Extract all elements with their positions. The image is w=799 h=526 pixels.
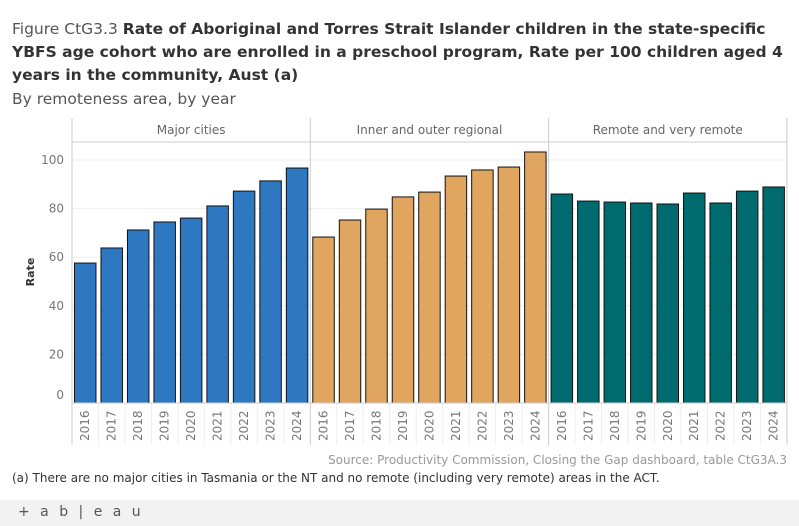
source-text: Source: Productivity Commission, Closing… bbox=[328, 453, 787, 467]
bar bbox=[232, 190, 256, 404]
panel-header: Inner and outer regional bbox=[357, 123, 503, 137]
footnote: (a) There are no major cities in Tasmani… bbox=[12, 471, 660, 485]
bar bbox=[603, 201, 627, 404]
tableau-footer: + a b | e a u bbox=[0, 500, 799, 526]
x-tick-label: 2023 bbox=[740, 410, 754, 441]
bar bbox=[259, 180, 282, 404]
bar bbox=[762, 186, 785, 404]
y-tick-label: 40 bbox=[49, 299, 64, 313]
y-tick-label: 100 bbox=[41, 153, 64, 167]
y-tick-label: 80 bbox=[49, 202, 64, 216]
bar bbox=[312, 236, 335, 404]
x-tick-label: 2021 bbox=[211, 410, 225, 441]
x-tick-label: 2023 bbox=[264, 410, 278, 441]
x-tick-label: 2017 bbox=[105, 410, 119, 441]
panel-header: Remote and very remote bbox=[593, 123, 743, 137]
x-tick-label: 2020 bbox=[422, 410, 436, 441]
x-tick-label: 2017 bbox=[581, 410, 595, 441]
x-tick-label: 2016 bbox=[317, 410, 331, 441]
panel-header: Major cities bbox=[157, 123, 226, 137]
bar bbox=[179, 217, 203, 404]
y-tick-label: 20 bbox=[49, 347, 64, 361]
bar bbox=[338, 219, 362, 404]
x-tick-label: 2024 bbox=[767, 410, 781, 441]
x-tick-label: 2017 bbox=[343, 410, 357, 441]
chart-title: Figure CtG3.3 Rate of Aboriginal and Tor… bbox=[12, 18, 792, 87]
bar bbox=[735, 190, 759, 404]
x-tick-label: 2016 bbox=[555, 410, 569, 441]
y-tick-label: 0 bbox=[56, 388, 64, 402]
x-tick-label: 2020 bbox=[661, 410, 675, 441]
x-tick-label: 2022 bbox=[714, 410, 728, 441]
bar bbox=[74, 262, 97, 404]
x-tick-label: 2019 bbox=[396, 410, 410, 441]
tableau-logo[interactable]: + a b | e a u bbox=[18, 504, 144, 520]
title-text: Rate of Aboriginal and Torres Strait Isl… bbox=[12, 20, 783, 84]
x-tick-label: 2018 bbox=[131, 410, 145, 441]
bar bbox=[126, 229, 150, 404]
bar bbox=[524, 151, 547, 404]
bar bbox=[682, 192, 706, 404]
bar bbox=[285, 167, 309, 404]
x-tick-label: 2021 bbox=[687, 410, 701, 441]
bar bbox=[656, 203, 679, 404]
x-tick-label: 2024 bbox=[290, 410, 304, 441]
bar bbox=[550, 193, 574, 404]
x-tick-label: 2016 bbox=[78, 410, 92, 441]
bar bbox=[471, 169, 494, 404]
bar bbox=[418, 191, 441, 404]
x-tick-label: 2019 bbox=[158, 410, 172, 441]
bar bbox=[100, 247, 123, 404]
bar-chart: 0 20 40 60 80 100 Rate Major cities 2016 2017 2018… bbox=[24, 118, 788, 445]
x-tick-label: 2023 bbox=[502, 410, 516, 441]
bar bbox=[577, 200, 600, 404]
x-tick-label: 2021 bbox=[449, 410, 463, 441]
x-tick-label: 2018 bbox=[369, 410, 383, 441]
x-tick-label: 2022 bbox=[237, 410, 251, 441]
y-axis-label: Rate bbox=[24, 258, 37, 287]
bar bbox=[391, 196, 415, 404]
x-tick-label: 2020 bbox=[184, 410, 198, 441]
y-tick-label: 60 bbox=[49, 250, 64, 264]
bar bbox=[153, 221, 176, 404]
x-tick-label: 2024 bbox=[528, 410, 542, 441]
bar bbox=[630, 202, 653, 404]
figure-number: Figure CtG3.3 bbox=[12, 20, 118, 38]
bar bbox=[365, 208, 388, 404]
x-tick-label: 2022 bbox=[475, 410, 489, 441]
bar bbox=[206, 205, 229, 404]
x-tick-label: 2018 bbox=[608, 410, 622, 441]
bar bbox=[444, 175, 468, 404]
x-tick-label: 2019 bbox=[634, 410, 648, 441]
bar bbox=[709, 202, 732, 404]
bar bbox=[497, 166, 521, 404]
chart-subtitle: By remoteness area, by year bbox=[12, 90, 236, 108]
